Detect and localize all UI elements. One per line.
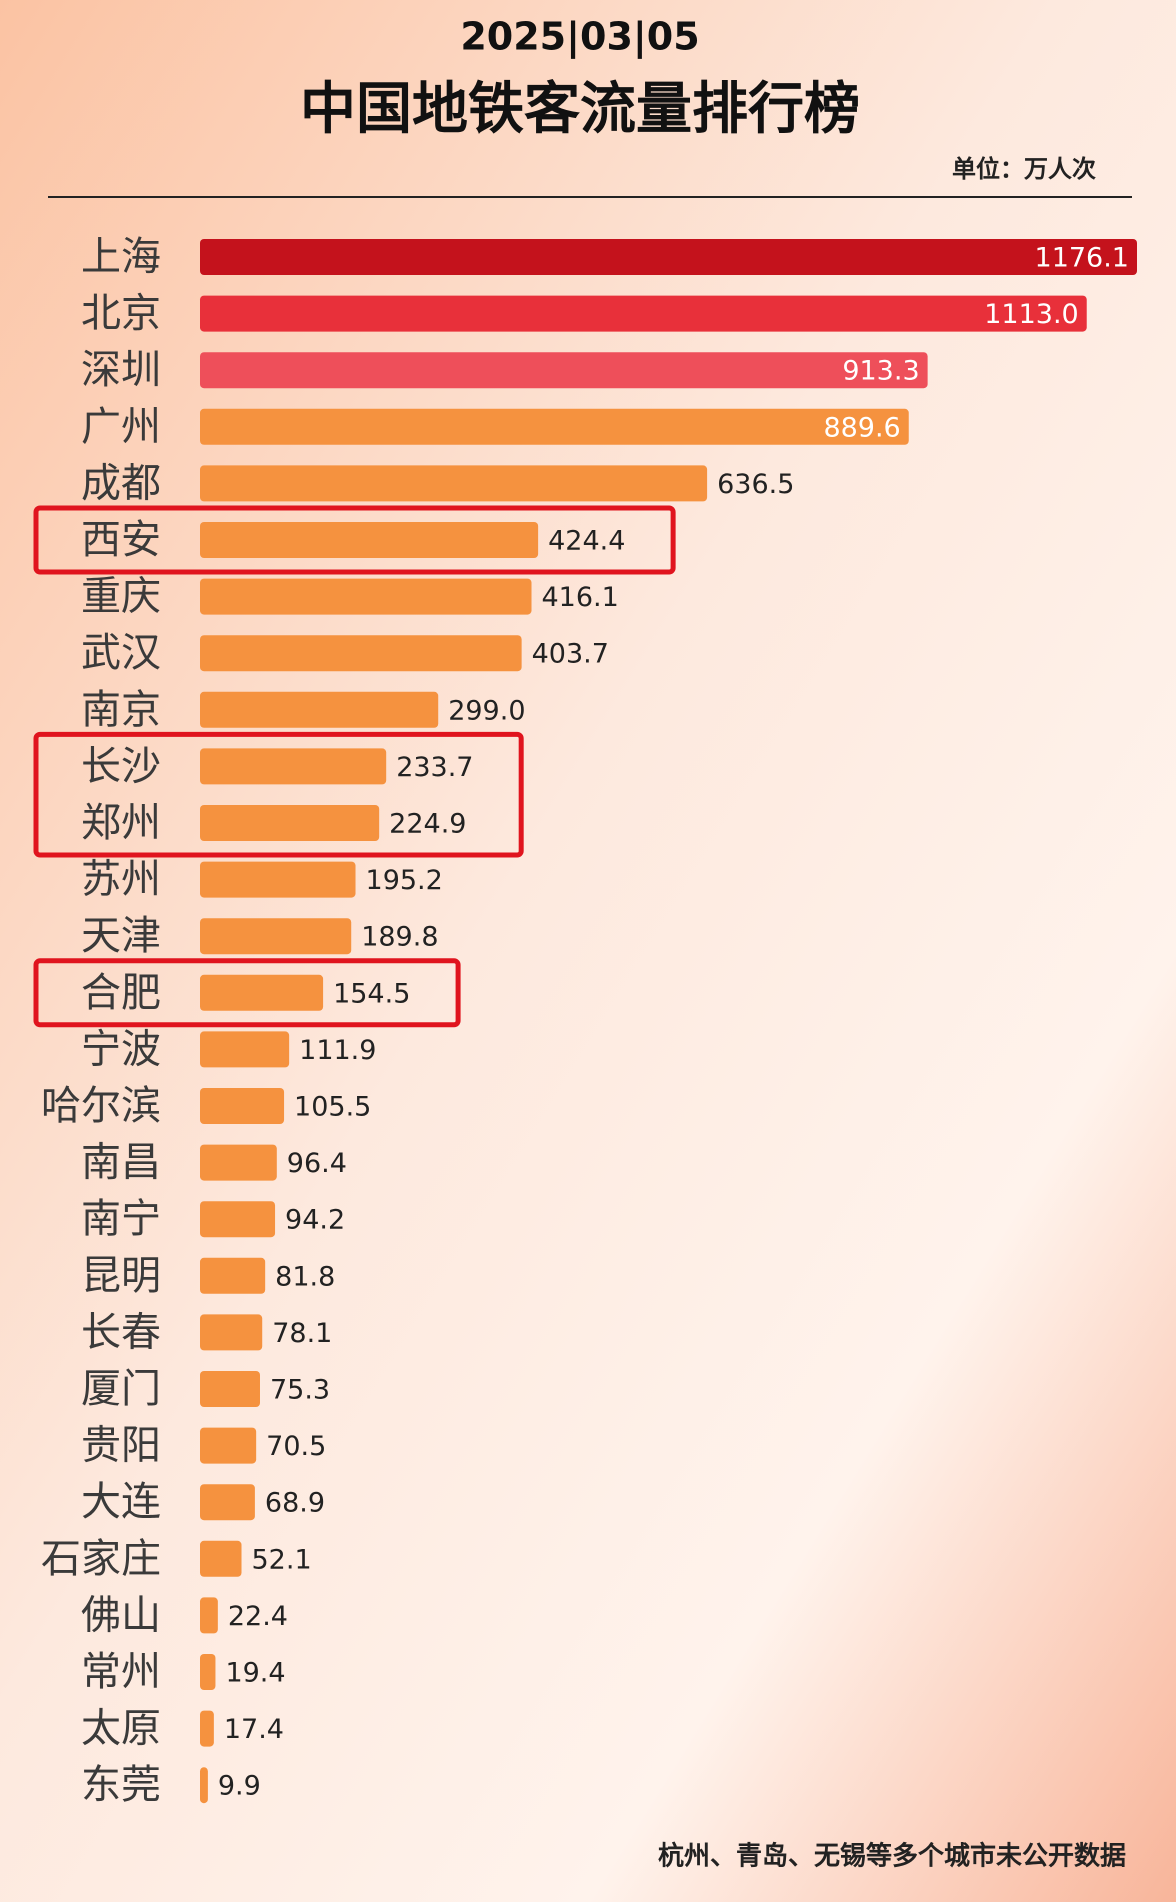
- value-label: 75.3: [270, 1375, 330, 1406]
- value-label: 889.6: [823, 412, 900, 443]
- bar: [200, 918, 352, 955]
- bar: [200, 1144, 277, 1181]
- bar: [200, 861, 356, 898]
- category-label: 上海: [81, 234, 161, 280]
- bar: [200, 974, 324, 1011]
- date: 2025|03|05: [460, 15, 699, 60]
- bar: [200, 1427, 257, 1464]
- value-label: 22.4: [228, 1601, 288, 1632]
- category-label: 佛山: [81, 1592, 161, 1638]
- bar: [200, 748, 387, 785]
- value-label: 111.9: [299, 1035, 376, 1066]
- category-label: 天津: [81, 913, 161, 959]
- category-label: 广州: [81, 404, 161, 450]
- category-label: 东莞: [81, 1762, 161, 1808]
- category-label: 武汉: [81, 630, 161, 676]
- bar: [200, 408, 909, 445]
- category-label: 成都: [81, 460, 161, 506]
- category-label: 合肥: [81, 970, 161, 1016]
- bar: [200, 295, 1087, 332]
- category-label: 南宁: [81, 1196, 161, 1242]
- bar: [200, 1710, 214, 1747]
- value-label: 636.5: [717, 469, 794, 500]
- bar: [200, 1371, 260, 1407]
- value-label: 913.3: [842, 356, 919, 387]
- bar: [200, 1257, 266, 1294]
- category-label: 宁波: [81, 1026, 161, 1072]
- bar: [200, 352, 928, 389]
- value-label: 299.0: [448, 695, 525, 726]
- category-label: 南昌: [81, 1140, 161, 1186]
- value-label: 68.9: [265, 1488, 325, 1519]
- value-label: 105.5: [294, 1092, 371, 1123]
- bar: [200, 522, 539, 558]
- value-label: 70.5: [266, 1431, 326, 1462]
- value-label: 1176.1: [1035, 243, 1129, 274]
- category-label: 大连: [81, 1479, 161, 1525]
- value-label: 17.4: [224, 1714, 284, 1745]
- value-label: 19.4: [225, 1658, 285, 1689]
- value-label: 403.7: [532, 639, 609, 670]
- bar: [200, 1597, 218, 1634]
- chart-title: 中国地铁客流量排行榜: [300, 77, 860, 142]
- bar: [200, 1314, 263, 1351]
- bar: [200, 1767, 208, 1804]
- bar: [200, 691, 439, 728]
- value-label: 189.8: [361, 922, 438, 953]
- category-label: 郑州: [81, 800, 161, 846]
- category-label: 西安: [81, 517, 161, 563]
- bar: [200, 1031, 290, 1068]
- value-label: 52.1: [252, 1544, 312, 1575]
- category-label: 南京: [81, 687, 161, 733]
- category-label: 贵阳: [81, 1423, 161, 1469]
- value-label: 224.9: [389, 809, 466, 840]
- category-label: 长春: [81, 1309, 161, 1355]
- category-label: 昆明: [81, 1253, 161, 1299]
- bar: [200, 805, 380, 841]
- category-label: 厦门: [81, 1366, 161, 1412]
- highlight-box: [33, 731, 524, 858]
- category-label: 长沙: [81, 743, 161, 789]
- value-label: 1113.0: [984, 299, 1078, 330]
- bar: [200, 1088, 285, 1124]
- category-label: 重庆: [81, 574, 161, 620]
- bar: [200, 1484, 255, 1521]
- value-label: 195.2: [366, 865, 443, 896]
- unit-label: 单位：万人次: [952, 155, 1096, 183]
- value-label: 416.1: [542, 582, 619, 613]
- value-label: 81.8: [275, 1261, 335, 1292]
- bar: [200, 1540, 242, 1577]
- bar: [200, 578, 532, 615]
- category-label: 太原: [81, 1706, 161, 1752]
- category-label: 常州: [81, 1649, 161, 1695]
- highlight-box: [33, 958, 461, 1028]
- footnote: 杭州、青岛、无锡等多个城市未公开数据: [658, 1841, 1126, 1872]
- bar: [200, 239, 1137, 275]
- bar: [200, 1654, 216, 1690]
- value-label: 424.4: [548, 526, 625, 557]
- highlight-box: [33, 505, 676, 575]
- value-label: 154.5: [333, 978, 410, 1009]
- category-label: 石家庄: [41, 1536, 161, 1582]
- category-label: 苏州: [81, 857, 161, 903]
- category-label: 北京: [81, 291, 161, 337]
- value-label: 9.9: [218, 1771, 261, 1802]
- category-label: 哈尔滨: [41, 1083, 161, 1129]
- category-label: 深圳: [81, 347, 161, 393]
- value-label: 96.4: [287, 1148, 347, 1179]
- value-label: 233.7: [396, 752, 473, 783]
- bar: [200, 1201, 276, 1238]
- value-label: 94.2: [285, 1205, 345, 1236]
- value-label: 78.1: [272, 1318, 332, 1349]
- bar: [200, 465, 708, 502]
- bar: [200, 635, 522, 672]
